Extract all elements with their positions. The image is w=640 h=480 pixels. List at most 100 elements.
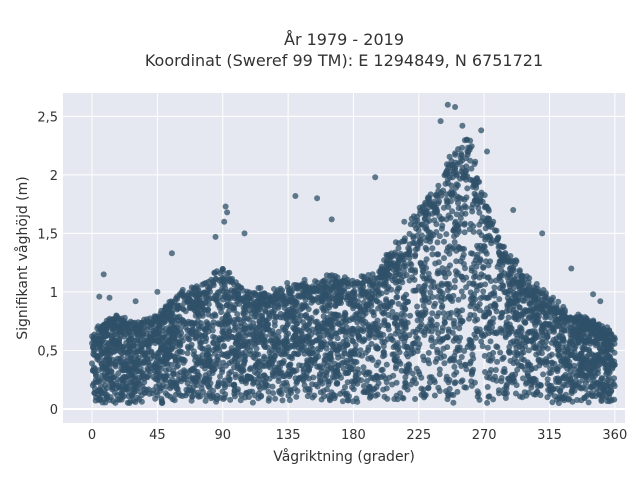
data-point [312,309,319,316]
data-point [461,384,468,391]
data-point [511,276,518,283]
data-point [312,355,319,361]
x-tick-label: 360 [602,428,627,443]
data-point [484,274,491,281]
data-point [389,299,396,306]
data-point [426,374,433,381]
data-point [339,398,346,405]
data-point [326,299,333,306]
data-point [487,338,494,345]
data-point [275,337,281,344]
data-point [416,204,423,211]
data-point [506,349,513,356]
x-tick-label: 180 [341,428,366,443]
data-point [425,349,432,356]
data-point [265,310,272,317]
data-point [324,331,331,338]
data-point [458,354,465,360]
data-point [484,344,491,351]
data-point [98,351,104,358]
data-point [188,397,195,404]
data-point [484,399,491,406]
data-point [468,165,475,172]
data-point [96,293,103,300]
data-point [326,378,333,385]
data-point [522,343,528,350]
x-tick-label: 225 [406,428,431,443]
data-point [379,265,386,272]
data-point [601,387,607,394]
data-point [187,344,194,351]
data-point [183,370,189,377]
data-points [89,101,618,407]
data-point [537,300,544,307]
data-point [492,277,499,284]
data-point [300,366,307,373]
data-point [498,243,504,250]
data-point [167,379,174,386]
data-point [538,357,544,364]
data-point [365,344,372,351]
data-point [482,236,489,243]
data-point [294,388,301,394]
data-point [428,337,435,344]
data-point [438,298,445,305]
data-point [395,245,402,252]
data-point [539,345,546,352]
data-point [171,397,178,404]
data-point [433,321,440,328]
data-point [434,313,441,320]
data-point [448,309,455,316]
data-point [249,399,256,406]
data-point [453,171,460,178]
y-axis-title: Signifikant våghöjd (m) [14,176,31,339]
data-point [248,295,255,302]
data-point [120,343,127,350]
data-point [520,349,527,356]
data-point [556,353,563,360]
data-point [480,293,487,300]
data-point [429,245,436,252]
x-tick-label: 45 [149,428,166,443]
data-point [152,360,159,367]
data-point [458,363,465,369]
data-point [575,369,582,376]
data-point [510,207,517,213]
data-point [149,337,156,344]
data-point [102,396,109,402]
data-point [572,314,579,321]
data-point [351,288,358,295]
data-point [452,379,459,386]
data-point [485,207,492,214]
data-point [471,269,478,276]
data-point [266,295,273,302]
data-point [206,370,213,376]
data-point [224,270,231,277]
data-point [472,305,479,312]
data-point [441,353,448,360]
data-point [546,328,553,335]
data-point [600,393,607,400]
data-point [472,197,479,204]
data-point [270,343,277,350]
data-point [430,203,437,210]
data-point [431,198,438,205]
data-point [552,324,559,331]
data-point [339,353,346,360]
data-point [597,298,604,305]
data-point [407,221,414,228]
data-point [447,284,453,291]
data-point [320,278,327,285]
data-point [234,311,241,318]
data-point [232,340,239,347]
data-point [611,340,618,347]
data-point [584,337,591,344]
data-point [476,396,483,403]
data-point [540,287,547,293]
data-point [128,368,135,375]
data-point [394,328,401,335]
data-point [383,361,390,368]
y-tick-label: 1 [50,286,58,301]
data-point [204,283,211,290]
